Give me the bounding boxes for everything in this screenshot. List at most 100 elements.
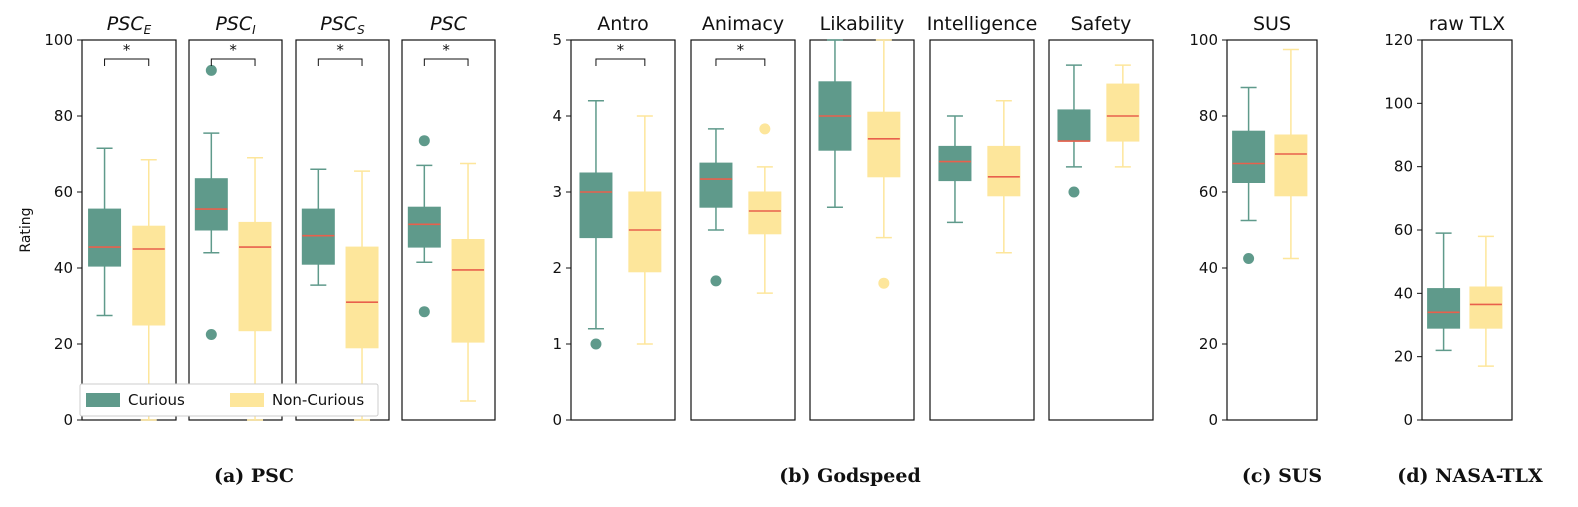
y-tick-label-raw-tlx-20: 20 [1394,348,1413,366]
outlier-likability-noncurious-0 [878,277,890,289]
box-psc-e-curious [88,208,122,267]
panel-title-intelligence: Intelligence [927,13,1038,35]
box-psc-e-noncurious [132,225,166,326]
y-tick-label-antro-4: 4 [552,107,562,125]
chart-panels: PSCE020406080100Rating*PSCI*PSCS*PSC*Ant… [18,13,1513,429]
figure-captions: (a) PSC (b) Godspeed (c) SUS (d) NASA-TL… [214,465,1543,487]
outlier-antro-curious-0 [590,338,602,350]
significance-bracket-antro [595,58,646,66]
y-tick-label-sus-100: 100 [1189,31,1218,49]
y-tick-label-sus-20: 20 [1199,335,1218,353]
box-likability-noncurious [867,111,901,178]
legend-swatch-noncurious [230,393,264,407]
panel-title-likability: Likability [820,13,905,35]
y-tick-label-psc-e-40: 40 [54,259,73,277]
panel-frame-psc-s [295,39,390,421]
outlier-animacy-noncurious-0 [759,123,771,135]
y-tick-label-raw-tlx-100: 100 [1384,94,1413,112]
box-animacy-noncurious [748,191,782,235]
outlier-psc-curious-0 [418,135,430,147]
y-tick-label-antro-2: 2 [552,259,562,277]
panel-frame-intelligence [929,39,1035,421]
legend-swatch-curious [86,393,120,407]
y-tick-label-psc-e-80: 80 [54,107,73,125]
legend-frame [79,383,379,417]
y-tick-label-sus-0: 0 [1208,411,1218,429]
panel-frame-animacy [690,39,796,421]
outlier-psc-curious-1 [418,306,430,318]
y-tick-label-raw-tlx-40: 40 [1394,284,1413,302]
caption-godspeed: (b) Godspeed [779,465,921,487]
box-psc-i-curious [194,178,228,231]
y-tick-label-antro-0: 0 [552,411,562,429]
caption-sus: (c) SUS [1242,465,1322,487]
y-tick-label-psc-e-0: 0 [63,411,73,429]
box-sus-noncurious [1274,134,1308,197]
y-tick-label-raw-tlx-80: 80 [1394,158,1413,176]
significance-bracket-psc-s [317,58,363,66]
y-tick-label-raw-tlx-60: 60 [1394,221,1413,239]
panel-frame-psc [401,39,496,421]
significance-bracket-psc-i [210,58,256,66]
significance-star-psc-e: * [123,41,131,59]
significance-star-psc: * [442,41,450,59]
panel-title-sus: SUS [1253,13,1291,35]
box-safety-noncurious [1106,83,1140,142]
significance-bracket-psc-e [104,58,150,66]
panel-frame-raw-tlx [1421,39,1513,421]
outlier-animacy-curious-0 [710,275,722,287]
panel-frame-antro [570,39,676,421]
panel-frame-sus [1226,39,1318,421]
legend-label-curious: Curious [128,391,185,409]
significance-bracket-psc [423,58,469,66]
outlier-sus-curious-0 [1243,253,1255,264]
panel-frame-likability [809,39,915,421]
box-antro-curious [579,172,613,239]
box-raw-tlx-noncurious [1469,286,1503,329]
y-tick-label-psc-e-100: 100 [44,31,73,49]
y-tick-label-sus-60: 60 [1199,183,1218,201]
box-sus-curious [1232,130,1266,183]
box-intelligence-curious [938,145,972,182]
box-antro-noncurious [628,191,662,273]
y-tick-label-psc-e-20: 20 [54,335,73,353]
legend-label-noncurious: Non-Curious [272,391,364,409]
panel-title-psc-e: PSCE [107,13,152,37]
significance-star-animacy: * [737,41,745,59]
box-intelligence-noncurious [987,145,1021,197]
outlier-psc-i-curious-1 [205,329,217,340]
panel-title-psc-i: PSCI [215,13,256,37]
panel-title-psc-s: PSCS [320,13,365,37]
box-psc-noncurious [451,239,485,343]
box-psc-curious [407,206,441,248]
y-tick-label-sus-80: 80 [1199,107,1218,125]
significance-bracket-animacy [715,58,766,66]
panel-title-animacy: Animacy [702,13,784,35]
panel-title-safety: Safety [1071,13,1132,35]
y-tick-label-psc-e-60: 60 [54,183,73,201]
y-tick-label-sus-40: 40 [1199,259,1218,277]
panel-frame-safety [1048,39,1154,421]
box-psc-s-curious [301,208,335,265]
y-tick-label-antro-3: 3 [552,183,562,201]
y-axis-label: Rating [18,207,34,252]
significance-star-psc-s: * [336,41,344,59]
significance-star-psc-i: * [229,41,237,59]
y-tick-label-raw-tlx-0: 0 [1403,411,1413,429]
box-animacy-curious [699,162,733,208]
significance-star-antro: * [617,41,625,59]
chart-legend: Curious Non-Curious [79,383,379,417]
outlier-psc-i-curious-0 [205,64,217,76]
caption-nasa-tlx: (d) NASA-TLX [1397,465,1543,487]
y-tick-label-antro-5: 5 [552,31,562,49]
caption-psc: (a) PSC [214,465,294,487]
box-psc-s-noncurious [345,246,379,349]
y-tick-label-raw-tlx-120: 120 [1384,31,1413,49]
panel-frame-psc-e [81,39,177,421]
panel-frame-psc-i [188,39,283,421]
box-raw-tlx-curious [1427,288,1461,329]
panel-title-antro: Antro [597,13,649,35]
panel-title-raw-tlx: raw TLX [1429,13,1505,35]
outlier-safety-curious-0 [1068,186,1080,198]
